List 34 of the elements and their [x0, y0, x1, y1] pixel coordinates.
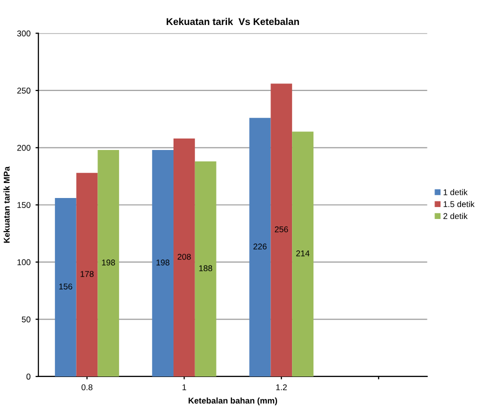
data-label: 208 [178, 254, 191, 260]
data-label: 156 [59, 284, 72, 290]
y-tick-label: 100 [17, 259, 30, 266]
data-label: 226 [253, 244, 267, 250]
y-tick-label: 0 [26, 374, 30, 380]
y-tick-label: 50 [22, 316, 30, 322]
chart-title: Kekuatan tarik Vs Ketebalan [166, 18, 299, 26]
y-tick-label: 300 [17, 30, 30, 36]
x-tick-label: 1.2 [276, 384, 287, 390]
bar [98, 150, 120, 376]
data-label: 188 [199, 265, 212, 272]
bar [292, 132, 314, 376]
y-tick-label: 250 [17, 88, 30, 94]
data-label: 198 [102, 260, 115, 266]
bar [152, 150, 174, 376]
y-axis-title: Kekuatan tarik MPa [4, 166, 10, 243]
bar [54, 198, 76, 376]
bar [174, 138, 195, 376]
data-label: 178 [80, 271, 94, 277]
x-tick-label: 0.8 [82, 384, 92, 390]
legend-label: 1.5 detik [444, 200, 475, 208]
data-label: 256 [274, 226, 288, 232]
data-label: 214 [296, 250, 310, 256]
bar [194, 161, 216, 376]
bar [249, 118, 271, 376]
data-label: 198 [156, 260, 170, 266]
legend-label: 1 detik [444, 189, 468, 196]
y-tick-label: 200 [17, 144, 30, 151]
x-axis-title: Ketebalan bahan (mm) [188, 397, 278, 406]
x-tick-label: 1 [182, 384, 186, 390]
bar [76, 172, 98, 376]
legend-label: 2 detik [443, 212, 468, 220]
y-tick-label: 150 [17, 202, 30, 208]
bar [270, 84, 292, 376]
